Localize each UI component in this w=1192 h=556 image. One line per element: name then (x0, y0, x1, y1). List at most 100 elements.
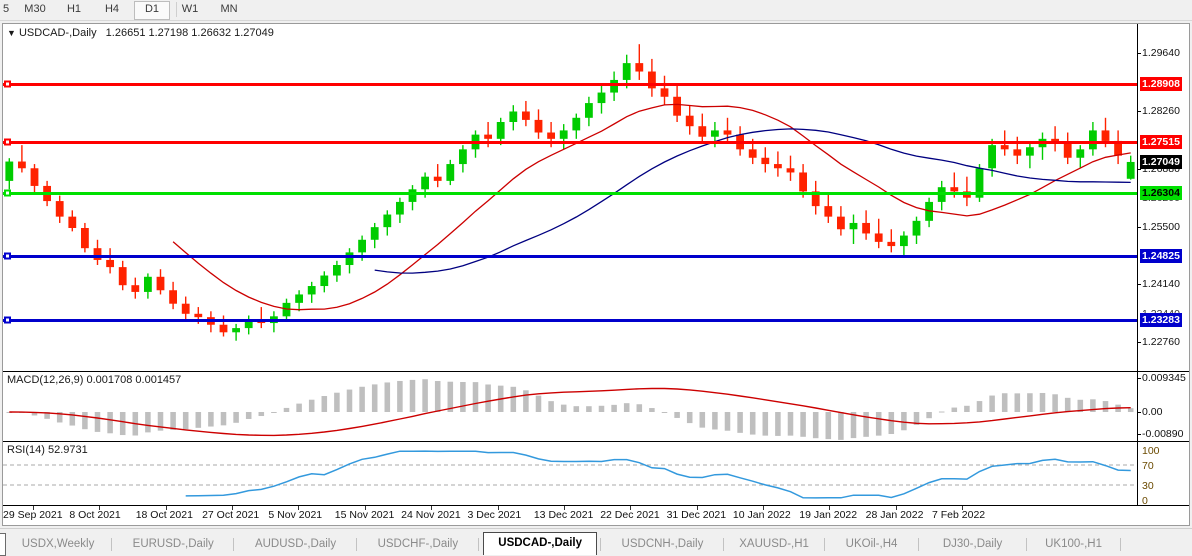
date-tick-mark (364, 506, 366, 510)
timeframe-button-h4[interactable]: H4 (104, 3, 120, 15)
level-line-handle[interactable] (4, 252, 11, 260)
price-level-label-support[interactable]: 1.24825 (1140, 248, 1182, 263)
date-tick-mark (99, 506, 101, 510)
price-tick-label: 1.29640 (1142, 47, 1180, 60)
price-tick-label: 1.24140 (1142, 278, 1180, 291)
timeframe-button-w1[interactable]: W1 (181, 3, 199, 15)
chart-tab-bar: USDX,Weekly EURUSD-,Daily AUDUSD-,Daily USD… (0, 528, 1192, 556)
timeframe-button-m30[interactable]: M30 (24, 3, 46, 15)
chart-tab-ukoil-h4[interactable]: UKOil-,H4 (845, 538, 898, 550)
price-level-label-resistance[interactable]: 1.28908 (1140, 76, 1182, 91)
date-axis: 29 Sep 2021 8 Oct 2021 18 Oct 2021 27 Oct 2… (3, 506, 1189, 525)
price-level-label-pivot[interactable]: 1.26304 (1140, 186, 1182, 201)
level-line-handle[interactable] (4, 80, 11, 88)
date-tick-mark (431, 506, 433, 510)
chart-tab-usdcnh-daily[interactable]: USDCNH-,Daily (621, 538, 704, 550)
price-tick-label: 1.25500 (1142, 221, 1180, 234)
chart-tab-xauusd-h1[interactable]: XAUUSD-,H1 (739, 538, 809, 550)
date-tick-mark (563, 506, 565, 510)
rsi-axis: 100 70 30 0 (1137, 442, 1189, 507)
macd-axis: 0.009345 0.00 -0.00890 (1137, 372, 1189, 441)
macd-pane[interactable]: MACD(12,26,9) 0.001708 0.001457 0.009345… (3, 372, 1189, 442)
tab-separator (233, 538, 235, 551)
date-tick-mark (630, 506, 632, 510)
horizontal-level-line-support[interactable] (3, 319, 1137, 323)
chart-tab-eurusd-daily[interactable]: EURUSD-,Daily (132, 538, 214, 550)
macd-tick-label: 0.00 (1142, 406, 1163, 418)
date-tick-mark (232, 506, 234, 510)
date-tick-label: 7 Feb 2022 (932, 509, 986, 521)
rsi-pane[interactable]: RSI(14) 52.9731 100 70 30 0 (3, 442, 1189, 507)
chart-header: ▼ USDCAD-,Daily 1.26651 1.27198 1.26632 … (7, 27, 274, 39)
rsi-tick-label: 100 (1142, 445, 1160, 457)
chart-ohlc-values: 1.26651 1.27198 1.26632 1.27049 (105, 27, 274, 39)
timeframe-button-d1[interactable]: D1 (134, 1, 170, 20)
chart-tab-audusd-daily[interactable]: AUDUSD-,Daily (254, 538, 337, 550)
date-tick-mark (962, 506, 963, 510)
price-tick-mark (1138, 284, 1141, 286)
rsi-series (3, 450, 1137, 499)
tab-separator (111, 538, 113, 551)
date-tick-label: 3 Dec 2021 (467, 509, 522, 521)
date-tick-label: 29 Sep 2021 (3, 509, 63, 521)
current-price-label: 1.27049 (1140, 155, 1182, 169)
date-tick-label: 24 Nov 2021 (401, 509, 461, 521)
horizontal-level-line-support[interactable] (3, 254, 1137, 258)
tabbar-left-nub (0, 533, 6, 556)
triangle-down-icon[interactable]: ▼ (7, 28, 16, 38)
price-tick-mark (1138, 111, 1141, 113)
macd-tick-label: -0.00890 (1142, 428, 1184, 440)
timeframe-button-h1[interactable]: H1 (66, 3, 82, 15)
macd-tick-mark (1138, 412, 1141, 413)
price-tick-label: 1.28260 (1142, 105, 1180, 118)
date-tick-mark (696, 506, 698, 510)
tab-separator (917, 538, 919, 551)
date-tick-mark (829, 506, 831, 510)
macd-plot (3, 372, 1137, 441)
price-tick-mark (1138, 227, 1141, 229)
price-tick-label: 1.22760 (1142, 336, 1180, 349)
price-plot[interactable] (3, 24, 1137, 371)
date-tick-mark (762, 506, 764, 510)
horizontal-level-line-resistance[interactable] (3, 82, 1137, 86)
price-tick-mark (1138, 169, 1141, 171)
chart-tab-dj30-daily[interactable]: DJ30-,Daily (942, 538, 1003, 550)
date-tick-mark (497, 506, 499, 510)
level-line-handle[interactable] (4, 189, 11, 197)
date-tick-label: 31 Dec 2021 (666, 509, 727, 521)
chart-tab-usdx-weekly[interactable]: USDX,Weekly (21, 538, 95, 550)
macd-indicator-label: MACD(12,26,9) 0.001708 0.001457 (7, 374, 182, 386)
tab-separator (722, 538, 724, 551)
date-tick-mark (298, 506, 300, 510)
chart-tab-usdchf-daily[interactable]: USDCHF-,Daily (377, 538, 459, 550)
date-tick-label: 22 Dec 2021 (600, 509, 660, 521)
price-tick-mark (1138, 53, 1141, 55)
tab-separator (478, 538, 479, 551)
horizontal-level-line-resistance[interactable] (3, 141, 1137, 145)
date-tick-label: 27 Oct 2021 (202, 509, 260, 521)
macd-tick-label: 0.009345 (1142, 372, 1186, 384)
chart-tab-uk100-h1[interactable]: UK100-,H1 (1045, 538, 1102, 550)
date-tick-label: 19 Jan 2022 (799, 509, 858, 521)
date-tick-mark (33, 506, 34, 510)
rsi-tick-label: 0 (1142, 495, 1148, 507)
date-tick-label: 5 Nov 2021 (268, 509, 323, 521)
tab-separator (355, 538, 357, 551)
date-tick-label: 18 Oct 2021 (135, 509, 193, 521)
date-tick-label: 8 Oct 2021 (69, 509, 121, 521)
timeframe-button-mn[interactable]: MN (220, 3, 238, 15)
horizontal-level-line-pivot[interactable] (3, 192, 1137, 196)
chart-tab-usdcad-daily[interactable]: USDCAD-,Daily (483, 532, 598, 555)
level-line-handle[interactable] (4, 138, 11, 146)
timeframe-button-5[interactable]: 5 (2, 3, 10, 15)
tab-separator (1119, 538, 1121, 551)
timeframe-toolbar: 5 M30 H1 H4 D1 W1 MN (0, 0, 1192, 21)
date-tick-label: 10 Jan 2022 (732, 509, 791, 521)
chart-symbol-label: USDCAD-,Daily (18, 27, 97, 39)
price-level-label-resistance[interactable]: 1.27515 (1140, 135, 1182, 150)
price-pane[interactable]: ▼ USDCAD-,Daily 1.26651 1.27198 1.26632 … (3, 24, 1189, 372)
level-line-handle[interactable] (4, 316, 11, 324)
price-level-label-support[interactable]: 1.23283 (1140, 313, 1182, 328)
price-axis[interactable]: 1.29640 1.28260 1.26880 1.25500 1.24140 1.227… (1137, 24, 1189, 371)
